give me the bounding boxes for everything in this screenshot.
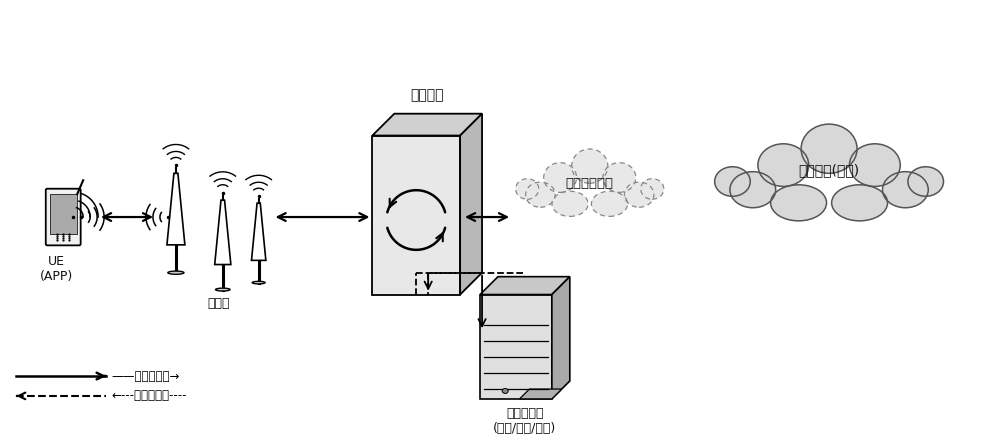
Polygon shape <box>372 136 460 295</box>
Ellipse shape <box>641 179 664 199</box>
Text: 基站群: 基站群 <box>208 296 230 310</box>
Ellipse shape <box>544 163 577 192</box>
Ellipse shape <box>624 182 654 207</box>
Text: UE
(APP): UE (APP) <box>40 255 73 283</box>
Ellipse shape <box>591 191 628 216</box>
Ellipse shape <box>168 271 184 274</box>
Polygon shape <box>552 277 570 399</box>
Ellipse shape <box>526 182 555 207</box>
Text: 运营商核心网: 运营商核心网 <box>566 177 614 190</box>
Ellipse shape <box>730 172 776 208</box>
Ellipse shape <box>908 167 944 196</box>
Ellipse shape <box>801 124 857 173</box>
Text: 视频服务器
(转换/识别/控制): 视频服务器 (转换/识别/控制) <box>493 407 557 435</box>
Text: 互联网络(公网): 互联网络(公网) <box>799 163 860 177</box>
Ellipse shape <box>758 144 809 186</box>
Polygon shape <box>251 203 266 260</box>
Ellipse shape <box>849 144 900 186</box>
Ellipse shape <box>715 167 750 196</box>
Polygon shape <box>167 173 185 245</box>
FancyBboxPatch shape <box>46 189 81 245</box>
Ellipse shape <box>552 191 588 216</box>
Polygon shape <box>460 113 482 295</box>
Ellipse shape <box>216 288 230 291</box>
Text: ←---传输控制流----: ←---传输控制流---- <box>111 389 187 402</box>
Polygon shape <box>480 277 570 295</box>
Ellipse shape <box>771 185 827 221</box>
Ellipse shape <box>252 281 265 284</box>
Text: ——终端视频流→: ——终端视频流→ <box>111 369 179 383</box>
Ellipse shape <box>832 185 888 221</box>
Polygon shape <box>215 200 231 264</box>
Polygon shape <box>50 194 77 234</box>
Ellipse shape <box>572 149 608 183</box>
Polygon shape <box>372 113 482 136</box>
Text: 网关设备: 网关设备 <box>410 88 444 102</box>
Polygon shape <box>520 389 562 399</box>
Ellipse shape <box>882 172 928 208</box>
Polygon shape <box>480 295 552 399</box>
Ellipse shape <box>603 163 636 192</box>
Ellipse shape <box>502 388 508 393</box>
Ellipse shape <box>516 179 539 199</box>
